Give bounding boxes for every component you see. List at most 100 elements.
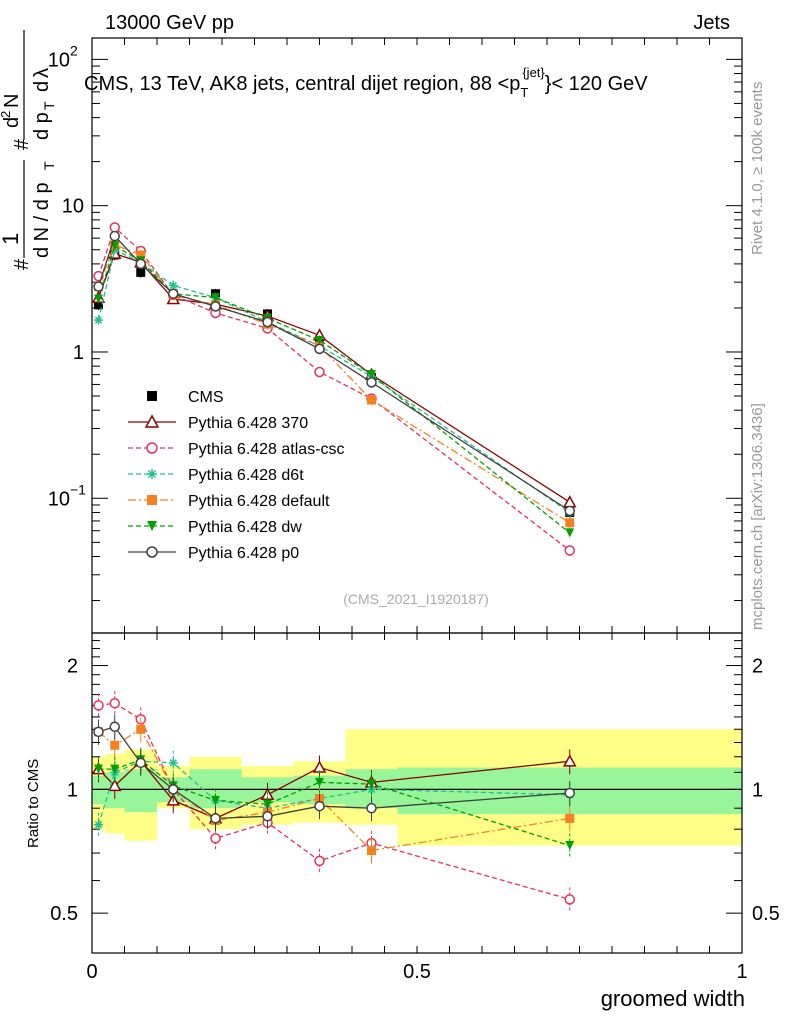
x-tick-label: 1 [736, 961, 747, 983]
ratio-point-pythia-6-428-atlas-csc [210, 833, 221, 844]
y-axis-title-bottom: Ratio to CMS [25, 759, 42, 848]
data-point-pythia-6-428-d6t [168, 280, 178, 290]
legend-label-pythia-6-428-dw: Pythia 6.428 dw [188, 519, 302, 536]
legend-label-pythia-6-428-d6t: Pythia 6.428 d6t [188, 467, 304, 484]
top-frame [91, 37, 743, 634]
y-axis-title-top: # 1 d N / d p T # d 2 N d p T d λ [0, 30, 57, 270]
svg-text:d p: d p [31, 112, 53, 140]
ratio-y-tick-label: 2 [67, 656, 78, 678]
data-point-pythia-6-428-p0 [262, 316, 273, 328]
data-point-pythia-6-428-d6t [94, 315, 103, 325]
ratio-point-pythia-6-428-dw [565, 841, 575, 851]
ratio-point-pythia-6-428-default [110, 740, 120, 750]
svg-text:1: 1 [0, 233, 23, 245]
svg-text:N: N [1, 94, 23, 108]
svg-text:T: T [41, 161, 57, 170]
series-line-pythia-6-428-default [97, 243, 571, 524]
legend-marker-pythia-6-428-370 [144, 414, 160, 428]
process-label: Jets [693, 12, 730, 34]
svg-text:2: 2 [0, 111, 13, 118]
chart-title-sup: {jet} [522, 65, 545, 80]
ratio-panel: 0 0.5 1 0.5 0.5 1 1 2 2 [50, 632, 780, 983]
energy-label: 13000 GeV pp [105, 12, 234, 34]
x-axis-title: groomed width [601, 986, 745, 1011]
data-point-pythia-6-428-dw [94, 294, 103, 304]
legend-marker-pythia-6-428-dw [147, 521, 157, 531]
ratio-y-tick-label: 1 [67, 779, 78, 801]
legend-marker-pythia-6-428-atlas-csc [146, 442, 158, 454]
data-point-pythia-6-428-p0 [109, 230, 120, 242]
svg-text:λ: λ [31, 68, 53, 78]
ratio-y-tick-label-right: 1 [752, 779, 763, 801]
ratio-point-pythia-6-428-dw [211, 795, 220, 805]
data-point-pythia-6-428-dw [211, 293, 220, 303]
chart-title-main: CMS, 13 TeV, AK8 jets, central dijet reg… [84, 73, 520, 95]
legend-label-pythia-6-428-p0: Pythia 6.428 p0 [188, 545, 299, 562]
svg-text:#: # [11, 138, 33, 150]
data-point-pythia-6-428-dw [315, 335, 324, 345]
data-point-pythia-6-428-atlas-csc [564, 545, 575, 556]
ratio-point-pythia-6-428-370 [107, 778, 122, 792]
legend-label-cms: CMS [188, 389, 224, 406]
ratio-point-pythia-6-428-dw [94, 764, 103, 774]
svg-text:d: d [31, 81, 53, 92]
y-tick-exponent: 2 [70, 42, 78, 58]
series-line-pythia-6-428-p0 [97, 234, 571, 512]
y-tick-label: 10 [62, 196, 84, 218]
ratio-point-pythia-6-428-dw [110, 764, 120, 774]
data-point-pythia-6-428-370 [562, 495, 577, 508]
data-point-cms [136, 267, 146, 277]
svg-text:#: # [11, 258, 33, 270]
y-tick-label: 1 [73, 342, 84, 364]
data-point-pythia-6-428-p0 [366, 377, 377, 388]
analysis-id: (CMS_2021_I1920187) [343, 591, 489, 607]
chart-title: CMS, 13 TeV, AK8 jets, central dijet reg… [84, 65, 648, 100]
ratio-point-pythia-6-428-atlas-csc [93, 700, 104, 711]
ratio-point-pythia-6-428-p0 [168, 784, 179, 795]
data-point-pythia-6-428-default [367, 395, 376, 405]
ratio-point-pythia-6-428-p0 [262, 811, 273, 822]
data-point-pythia-6-428-p0 [135, 258, 146, 270]
svg-text:d N / d p: d N / d p [31, 182, 53, 258]
ratio-point-pythia-6-428-default [565, 813, 575, 823]
ratio-y-tick-label-right: 0.5 [752, 903, 780, 925]
ratio-point-pythia-6-428-d6t [94, 820, 103, 830]
legend: CMS Pythia 6.428 370 Pythia 6.428 atlas-cs… [128, 389, 345, 562]
legend-marker-pythia-6-428-default [147, 495, 157, 505]
ratio-point-pythia-6-428-atlas-csc [314, 855, 325, 867]
chart-title-tail: }< 120 GeV [545, 73, 649, 95]
data-point-pythia-6-428-atlas-csc [109, 222, 120, 233]
data-point-cms [94, 300, 103, 310]
legend-marker-pythia-6-428-p0 [146, 546, 158, 558]
data-point-pythia-6-428-p0 [314, 343, 325, 355]
ratio-point-pythia-6-428-p0 [109, 721, 120, 732]
svg-text:d: d [1, 117, 23, 128]
ratio-point-pythia-6-428-default [136, 724, 146, 734]
chart-title-sub: T [520, 85, 528, 100]
ratio-point-pythia-6-428-370 [562, 754, 577, 767]
ratio-point-pythia-6-428-default [367, 846, 376, 856]
data-point-pythia-6-428-dw [367, 370, 376, 380]
data-point-pythia-6-428-p0 [168, 288, 179, 300]
legend-label-pythia-6-428-atlas-csc: Pythia 6.428 atlas-csc [188, 441, 345, 458]
y-tick-label: 10 [48, 488, 70, 510]
data-point-pythia-6-428-default [136, 250, 146, 260]
x-tick-label: 0 [86, 961, 97, 983]
x-tick-label: 0.5 [403, 961, 431, 983]
ratio-point-pythia-6-428-atlas-csc [109, 697, 120, 709]
ratio-y-tick-label-right: 2 [752, 656, 763, 678]
series-line-pythia-6-428-dw [97, 245, 571, 534]
data-point-pythia-6-428-dw [565, 528, 575, 538]
legend-marker-pythia-6-428-d6t [147, 469, 157, 479]
series-line-pythia-6-428-atlas-csc [97, 226, 571, 551]
data-point-pythia-6-428-p0 [210, 301, 221, 312]
y-tick-exponent: −1 [70, 481, 86, 497]
svg-text:T: T [41, 101, 57, 110]
y-tick-label: 10 [48, 49, 70, 71]
ratio-point-pythia-6-428-p0 [314, 800, 325, 812]
ratio-point-pythia-6-428-p0 [93, 726, 104, 738]
data-point-pythia-6-428-p0 [93, 281, 104, 292]
ratio-point-pythia-6-428-p0 [135, 757, 146, 769]
ratio-point-pythia-6-428-d6t [168, 758, 178, 768]
